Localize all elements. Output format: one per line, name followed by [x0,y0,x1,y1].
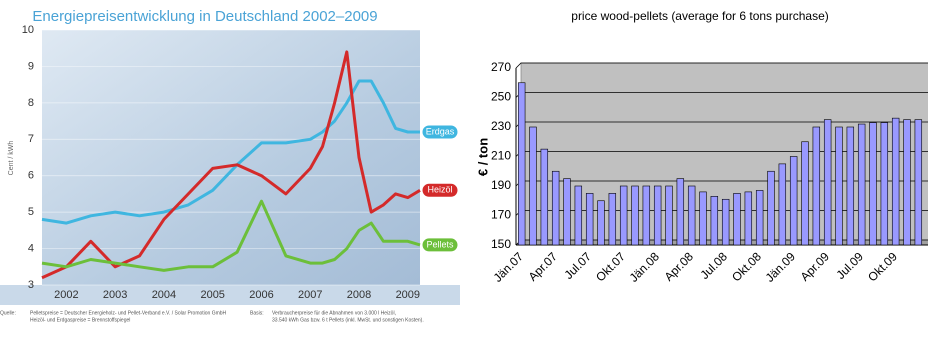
bar [835,126,843,246]
x-tick-label: Apr.09 [798,249,833,284]
x-tick-label: Jän.09 [763,249,799,285]
y-tick-label: 190 [491,178,511,192]
y-tick-label: 8 [28,97,34,109]
x-tick-label: 2009 [396,289,420,301]
bar [676,178,685,246]
series-label: Heizöl [427,185,452,195]
bar [744,191,753,246]
bar [665,185,673,246]
y-tick-label: 3 [28,279,34,291]
bar [631,185,639,246]
bar [540,148,549,246]
x-tick-label: Jän.08 [627,249,663,285]
bar [517,82,526,246]
source-text: 33.540 kWh Gas bzw. 6 t Pellets (inkl. M… [272,317,424,323]
source-text: Pelletspreise = Deutscher Energieholz- u… [30,310,227,316]
bar [846,126,855,246]
source-text: Verbraucherpreise für die Abnahmen von 3… [272,310,396,316]
bar [563,178,571,246]
plot-background [42,30,420,285]
bar [812,126,821,246]
series-tag [421,124,459,140]
y-tick-label: 9 [28,60,34,72]
bar [585,193,594,246]
bar [619,185,628,246]
x-tick-label: 2002 [54,289,78,301]
chart-title: price wood-pellets (average for 6 tons p… [571,9,828,23]
x-tick-label: Okt.07 [593,249,628,284]
y-tick-label: 230 [491,119,511,133]
x-tick-label: 2005 [200,289,224,301]
series-line [41,79,420,225]
source-text: Quelle: [0,310,16,316]
y-tick-label: 210 [491,149,511,163]
bar [597,200,605,246]
x-tick-label: 2006 [249,289,273,301]
y-tick-label: 150 [491,237,511,251]
x-tick-label: 2007 [298,289,322,301]
bar [869,122,877,246]
bar [687,185,696,246]
x-tick-label: Jul.07 [561,249,594,282]
series-line [41,199,421,272]
x-tick-label: Okt.09 [865,249,900,284]
source-text: Heizöl- und Erdgaspreise = Brennstoffspi… [30,317,130,323]
x-tick-label: 2008 [347,289,371,301]
bar [710,196,719,246]
bar [914,119,923,246]
bar [891,117,900,246]
bar [608,193,617,246]
bar [642,185,651,246]
y-axis-label: Cent / kWh [8,141,15,176]
bar [880,122,889,246]
x-tick-label: Apr.08 [662,249,697,284]
series-tag [421,237,459,253]
x-tick-label: Jän.07 [491,249,527,285]
bar [767,170,775,246]
bar [551,170,560,246]
bar [789,156,798,246]
y-tick-label: 7 [28,133,34,145]
bar [699,191,707,246]
x-tick-label: Apr.07 [526,249,561,284]
y-tick-label: 6 [28,170,34,182]
x-tick-label: Jul.08 [697,249,730,282]
bar [755,190,764,246]
y-tick-label: 250 [491,90,511,104]
bar [857,123,866,246]
x-tick-label: Okt.08 [729,249,764,284]
x-tick-label: Jul.09 [833,249,866,282]
x-tick-label: 2004 [152,289,176,301]
series-label: Pellets [426,239,454,249]
grid-line [515,62,928,69]
chart-title: Energiepreisentwicklung in Deutschland 2… [32,8,377,25]
bar [778,163,787,246]
series-label: Erdgas [426,126,455,136]
y-tick-label: 170 [491,208,511,222]
bar [653,185,662,246]
bar [574,185,583,246]
bar [721,198,730,246]
bar [823,119,832,246]
bar [801,141,809,246]
y-tick-label: 270 [491,60,511,74]
bar [733,193,741,246]
y-axis-label: € / ton [475,138,490,176]
y-tick-label: 10 [22,24,34,36]
y-tick-label: 5 [28,206,34,218]
series-tag [421,182,459,198]
y-tick-label: 4 [28,242,34,254]
bar [903,119,911,246]
year-band [0,285,460,305]
bar [529,126,537,246]
source-text: Basis: [250,310,264,316]
x-tick-label: 2003 [103,289,127,301]
